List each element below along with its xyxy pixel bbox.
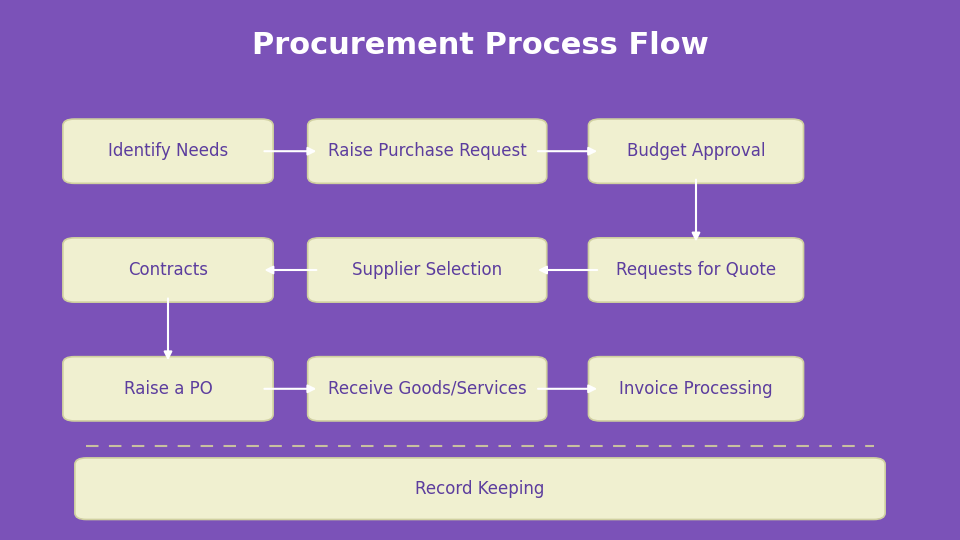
FancyBboxPatch shape [75,458,885,519]
Text: Budget Approval: Budget Approval [627,142,765,160]
Text: Identify Needs: Identify Needs [108,142,228,160]
FancyBboxPatch shape [588,119,804,184]
Text: Supplier Selection: Supplier Selection [352,261,502,279]
FancyBboxPatch shape [307,356,547,421]
FancyBboxPatch shape [588,356,804,421]
FancyBboxPatch shape [62,356,273,421]
FancyBboxPatch shape [62,238,273,302]
Text: Invoice Processing: Invoice Processing [619,380,773,398]
Text: Raise Purchase Request: Raise Purchase Request [327,142,527,160]
FancyBboxPatch shape [307,119,547,184]
Text: Raise a PO: Raise a PO [124,380,212,398]
Text: Procurement Process Flow: Procurement Process Flow [252,31,708,60]
Text: Contracts: Contracts [128,261,208,279]
FancyBboxPatch shape [588,238,804,302]
FancyBboxPatch shape [62,119,273,184]
Text: Receive Goods/Services: Receive Goods/Services [327,380,527,398]
FancyBboxPatch shape [307,238,547,302]
Text: Requests for Quote: Requests for Quote [616,261,776,279]
Text: Record Keeping: Record Keeping [416,480,544,498]
